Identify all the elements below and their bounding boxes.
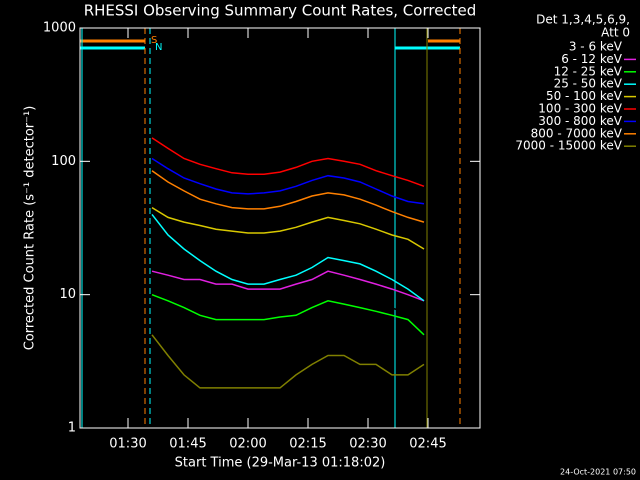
footer: 24-Oct-2021 07:50 [560, 468, 636, 477]
series-line [151, 270, 425, 302]
x-tick-label: 02:15 [289, 437, 326, 452]
legend-title: Att 0 [601, 26, 630, 40]
annotation: S [151, 35, 157, 46]
x-axis-label: Start Time (29-Mar-13 01:18:02) [175, 456, 386, 471]
y-axis-label: Corrected Count Rate (s⁻¹ detector⁻¹) [23, 106, 38, 351]
flags [80, 39, 460, 50]
legend-label: 3 - 6 keV [569, 40, 623, 54]
legend-label: 300 - 800 keV [538, 114, 622, 128]
series-line [151, 137, 425, 188]
series-line [151, 170, 425, 223]
legend-label: 50 - 100 keV [546, 89, 623, 103]
x-tick-label: 02:30 [349, 437, 386, 452]
y-tick-label: 1000 [43, 21, 76, 36]
x-tick-label: 01:45 [169, 437, 206, 452]
legend-title: Det 1,3,4,5,6,9, [536, 13, 630, 27]
plot-frame [79, 27, 481, 429]
x-tick-label: 02:00 [229, 437, 266, 452]
y-tick-label: 100 [51, 154, 76, 169]
y-tick-label: 10 [59, 287, 76, 302]
x-tick-label: 02:45 [409, 437, 446, 452]
y-tick-label: 1 [68, 421, 76, 436]
series-line [151, 334, 425, 389]
legend-label: 12 - 25 keV [554, 64, 623, 78]
legend-label: 800 - 7000 keV [531, 126, 623, 140]
annotation: N [155, 42, 162, 53]
series-line [151, 206, 425, 250]
markers [81, 28, 461, 428]
x-tick-label: 01:30 [109, 437, 146, 452]
legend-label: 25 - 50 keV [554, 77, 623, 91]
chart-title: RHESSI Observing Summary Count Rates, Co… [84, 2, 477, 20]
legend-label: 7000 - 15000 keV [515, 139, 622, 153]
series-line [151, 293, 425, 336]
series-line [151, 157, 425, 205]
legend-label: 6 - 12 keV [561, 52, 623, 66]
legend-label: 100 - 300 keV [538, 102, 622, 116]
series-line [151, 288, 425, 325]
series-line [151, 213, 425, 302]
